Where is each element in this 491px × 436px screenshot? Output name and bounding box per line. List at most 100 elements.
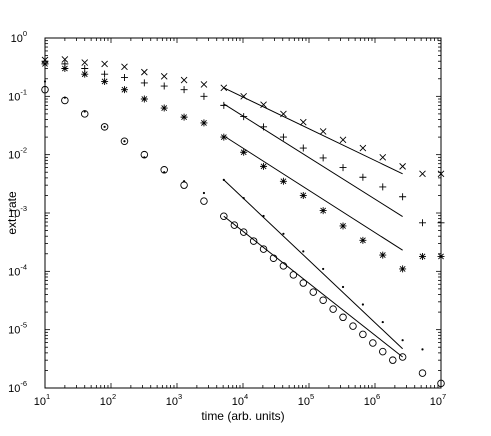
data-point	[220, 133, 228, 141]
data-point	[418, 369, 427, 377]
data-point	[120, 137, 129, 145]
y-tick-label: 100	[11, 29, 27, 45]
data-point	[100, 123, 109, 131]
data-point	[339, 313, 347, 322]
data-point	[339, 222, 347, 230]
data-point	[421, 348, 424, 351]
data-point	[61, 56, 69, 63]
data-point	[80, 110, 89, 118]
data-point	[381, 320, 384, 324]
data-point	[230, 221, 239, 229]
data-point	[289, 271, 298, 279]
x-tick-label: 105	[298, 392, 314, 408]
data-point	[339, 136, 347, 144]
data-point	[180, 86, 188, 94]
data-point	[242, 197, 245, 200]
fit-line	[223, 179, 403, 350]
data-point	[369, 339, 377, 347]
data-point	[279, 133, 287, 141]
data-point	[141, 68, 148, 76]
data-point	[279, 177, 287, 185]
data-point	[437, 219, 445, 227]
data-point	[101, 60, 108, 68]
data-point	[140, 150, 149, 159]
data-point	[280, 110, 287, 118]
data-point	[302, 250, 305, 253]
data-point	[282, 232, 285, 235]
x-tick-label: 107	[430, 392, 446, 408]
data-point	[81, 70, 89, 78]
data-point	[160, 104, 168, 112]
data-point	[220, 101, 228, 109]
x-tick-label: 102	[100, 392, 116, 408]
data-point	[379, 347, 387, 356]
data-point	[299, 118, 307, 126]
data-point	[200, 197, 208, 205]
data-point	[399, 163, 406, 170]
data-point	[120, 86, 128, 94]
data-point	[160, 73, 168, 80]
data-point	[299, 191, 307, 199]
data-point	[180, 76, 188, 84]
fit-lines	[223, 87, 403, 358]
data-point	[418, 252, 426, 260]
data-point	[240, 93, 247, 100]
data-point	[200, 119, 208, 127]
data-point	[260, 123, 268, 131]
data-point	[398, 353, 407, 361]
data-point	[61, 65, 69, 73]
data-point	[120, 74, 128, 82]
data-point	[101, 70, 109, 78]
data-markers	[41, 56, 445, 388]
data-point	[319, 207, 327, 215]
data-point	[41, 60, 49, 68]
data-point	[200, 81, 208, 88]
data-point	[200, 92, 208, 100]
data-point	[361, 303, 364, 306]
y-tick-label: 10-6	[8, 379, 27, 395]
data-point	[359, 144, 367, 152]
fit-line	[223, 87, 403, 175]
data-point	[359, 236, 367, 244]
x-tick-label: 103	[166, 392, 182, 408]
data-point	[359, 173, 367, 181]
fit-line	[223, 215, 403, 358]
data-point	[379, 183, 387, 191]
y-tick-label: 10-1	[8, 87, 27, 103]
data-point	[240, 113, 248, 121]
data-point	[220, 212, 228, 220]
data-point	[123, 140, 126, 143]
data-point	[339, 164, 347, 172]
data-point	[299, 144, 307, 152]
data-point	[309, 288, 318, 296]
data-point	[299, 279, 308, 287]
data-point	[202, 191, 206, 195]
data-point	[101, 77, 109, 85]
data-point	[43, 80, 47, 83]
data-point	[180, 181, 188, 189]
y-axis-label: ext. rate	[5, 191, 19, 235]
fit-line	[223, 103, 403, 217]
data-point	[319, 296, 327, 304]
data-point	[140, 79, 148, 87]
data-point	[279, 262, 288, 270]
data-point	[180, 113, 188, 121]
data-point	[399, 265, 407, 273]
y-tick-label: 10-5	[8, 321, 27, 337]
x-tick-label: 104	[232, 392, 248, 408]
data-point	[319, 128, 327, 135]
data-point	[269, 254, 278, 262]
data-point	[41, 85, 49, 94]
data-point	[222, 178, 225, 181]
data-point	[437, 379, 445, 388]
y-tick-label: 10-2	[8, 146, 27, 162]
data-point	[319, 154, 327, 162]
data-point	[61, 96, 69, 105]
data-point	[81, 59, 89, 66]
data-point	[160, 166, 168, 174]
data-point	[160, 82, 168, 90]
data-point	[379, 251, 387, 259]
data-point	[419, 170, 426, 178]
data-point	[341, 285, 345, 289]
